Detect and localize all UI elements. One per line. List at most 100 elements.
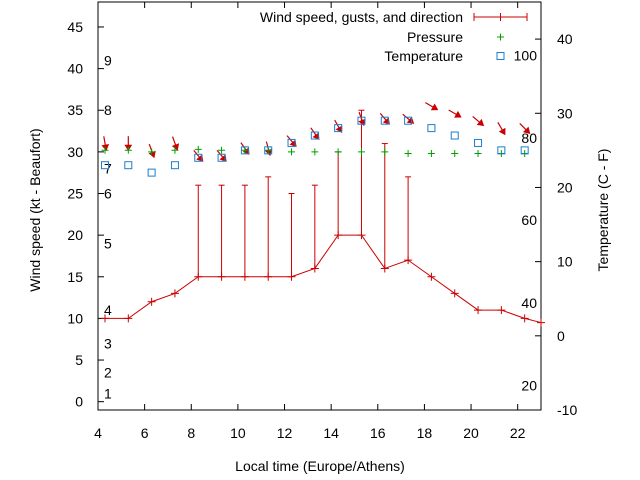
y-right-tick-label: 20 <box>557 179 573 195</box>
wind-direction-arrow <box>402 113 415 124</box>
temperature-point <box>100 161 109 170</box>
y-right-tick-label: -10 <box>557 402 577 418</box>
y-left-tick-label: 15 <box>67 269 83 285</box>
y-left-tick-label: 30 <box>67 144 83 160</box>
y-left-tick-label: 5 <box>75 352 83 368</box>
temperature-point <box>240 146 249 155</box>
legend: Wind speed, gusts, and direction Pressure… <box>260 9 528 64</box>
x-tick-label: 16 <box>370 425 386 441</box>
pressure-point <box>357 148 365 156</box>
wind-speed-point <box>427 272 436 281</box>
wind-direction-arrow <box>497 122 506 136</box>
arrow-head <box>312 132 320 141</box>
chart-marks <box>100 102 545 327</box>
y-right-tick-label: 10 <box>557 254 573 270</box>
x-axis-label: Local time (Europe/Athens) <box>235 458 405 474</box>
axis-ticks: 4 6 8 10 12 14 16 18 20 22051015202530354045-1001… <box>67 2 577 441</box>
fahrenheit-label: 20 <box>521 378 537 394</box>
y-left-tick-label: 35 <box>67 102 83 118</box>
y-right-tick-label: 30 <box>557 105 573 121</box>
pressure-point <box>148 148 156 156</box>
beaufort-label: 1 <box>104 385 112 401</box>
temperature-point <box>474 138 483 147</box>
legend-label: Temperature <box>384 48 463 64</box>
wind-speed-point <box>537 318 545 327</box>
beaufort-label: 3 <box>104 335 112 351</box>
temperature-point <box>497 146 506 155</box>
beaufort-label: 2 <box>104 365 112 381</box>
pressure-point <box>171 146 179 154</box>
pressure-point <box>264 146 272 154</box>
pressure-point <box>288 148 296 156</box>
wind-speed-point <box>450 289 459 298</box>
legend-label: Pressure <box>407 29 463 45</box>
temperature-point <box>310 131 319 140</box>
pressure-point <box>427 150 435 158</box>
temperature-point <box>170 161 179 170</box>
legend-label: Wind speed, gusts, and direction <box>260 9 463 25</box>
beaufort-label: 6 <box>104 186 112 202</box>
temperature-point <box>334 124 343 133</box>
temperature-point <box>450 131 459 140</box>
plot-border <box>97 1 542 411</box>
legend-swatch-plus <box>497 33 504 41</box>
temperature-point <box>217 153 226 162</box>
wind-direction-arrow <box>519 122 531 135</box>
y-left-tick-label: 40 <box>67 61 83 77</box>
temperature-point <box>404 116 413 125</box>
pressure-point <box>451 150 459 158</box>
pressure-point <box>101 146 109 154</box>
y-left-tick-label: 45 <box>67 19 83 35</box>
legend-swatch-box <box>496 52 505 60</box>
y-axis-left-label: Wind speed (kt - Beaufort) <box>27 128 43 291</box>
wind-speed-point <box>497 306 506 315</box>
y-left-tick-label: 20 <box>67 227 83 243</box>
y-axis-right-label: Temperature (C - F) <box>595 149 611 272</box>
arrow-head <box>522 126 531 135</box>
wind-speed-line <box>104 234 542 324</box>
x-tick-label: 12 <box>277 425 293 441</box>
beaufort-label: 8 <box>104 102 112 118</box>
arrow-head <box>335 125 343 134</box>
fahrenheit-label: 100 <box>514 47 538 63</box>
temperature-point <box>427 124 436 133</box>
arrow-head <box>454 110 462 118</box>
wind-speed-point <box>147 297 156 306</box>
x-tick-label: 4 <box>94 425 102 441</box>
y-left-tick-label: 10 <box>67 310 83 326</box>
pressure-point <box>381 148 389 156</box>
pressure-point <box>334 148 342 156</box>
wind-speed-point <box>124 314 133 323</box>
arrow-head <box>498 127 506 136</box>
temperature-point <box>147 168 156 177</box>
wind-direction-arrow <box>448 109 462 118</box>
y-right-tick-label: 0 <box>557 328 565 344</box>
temperature-point <box>124 161 133 170</box>
fahrenheit-label: 80 <box>521 130 537 146</box>
pressure-point <box>404 150 412 158</box>
arrow-head <box>358 118 366 127</box>
temperature-point <box>264 146 273 155</box>
y-right-tick-label: 40 <box>557 31 573 47</box>
y-left-tick-label: 0 <box>75 394 83 410</box>
temperature-point <box>357 116 366 125</box>
y-left-tick-label: 25 <box>67 186 83 202</box>
beaufort-label: 4 <box>104 302 112 318</box>
beaufort-label: 5 <box>104 235 112 251</box>
pressure-point <box>241 146 249 154</box>
x-tick-label: 22 <box>510 425 526 441</box>
pressure-point <box>124 146 132 154</box>
temperature-point <box>287 138 296 147</box>
wind-speed-point <box>170 289 179 298</box>
x-tick-label: 20 <box>463 425 479 441</box>
pressure-point <box>311 148 319 156</box>
arrow-head <box>430 103 439 111</box>
plot-frame <box>97 1 542 411</box>
wind-direction-arrow <box>425 102 439 111</box>
x-tick-label: 10 <box>230 425 246 441</box>
pressure-point <box>218 146 226 154</box>
wind-speed-point <box>520 314 529 323</box>
beaufort-label: 9 <box>104 52 112 68</box>
wind-speed-point <box>474 306 483 315</box>
